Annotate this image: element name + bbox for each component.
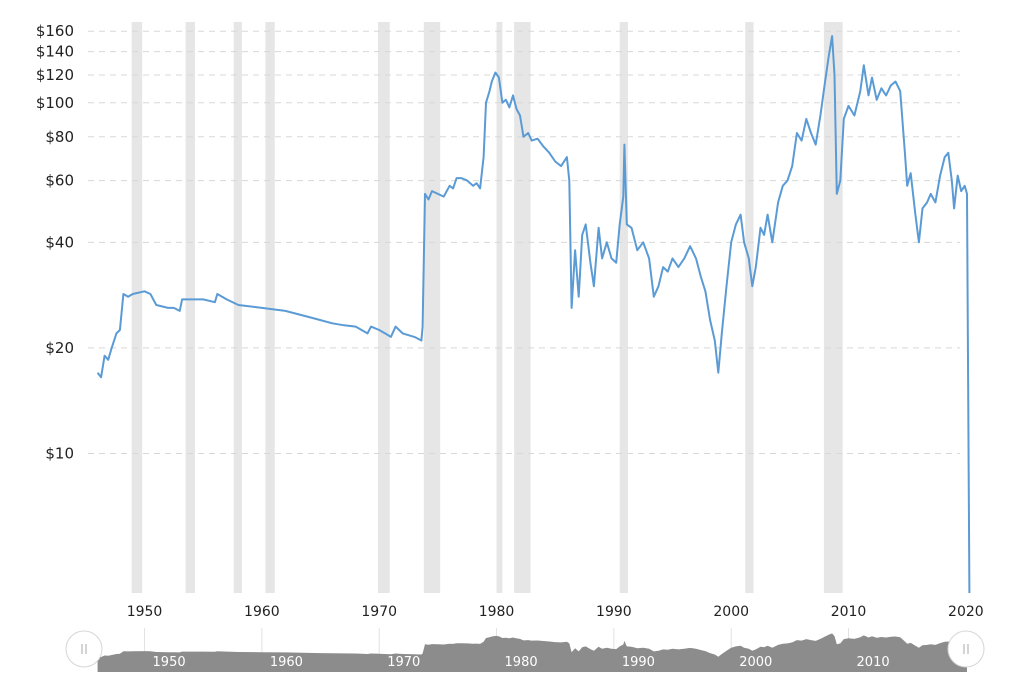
x-axis-ticks: 1950 1960 1970 1980 1990 2000 2010 2020	[127, 604, 984, 620]
y-tick-label: $20	[45, 339, 74, 357]
y-tick-label: $120	[36, 66, 74, 84]
x-tick-label: 1960	[244, 604, 280, 620]
recession-band	[378, 22, 390, 593]
y-tick-label: $80	[45, 128, 74, 146]
recession-band	[745, 22, 754, 593]
navigator-tick-label: 1990	[622, 655, 655, 670]
y-tick-label: $10	[45, 444, 74, 462]
navigator-tick-label: 1980	[505, 655, 538, 670]
price-series-line	[96, 35, 971, 594]
recession-bands	[131, 22, 843, 593]
navigator-right-handle[interactable]	[947, 630, 985, 668]
recession-band	[823, 22, 843, 593]
navigator-series-area	[97, 633, 968, 672]
navigator-tick-label: 2000	[739, 655, 772, 670]
y-tick-label: $140	[36, 43, 74, 61]
recession-band	[423, 22, 441, 593]
right-handle-circle[interactable]	[947, 630, 985, 668]
y-tick-label: $40	[45, 233, 74, 251]
range-navigator[interactable]: 1950 1960 1970 1980 1990 2000 2010	[65, 628, 985, 672]
x-tick-label: 2020	[948, 604, 984, 620]
navigator-tick-label: 1950	[153, 655, 186, 670]
x-tick-label: 1980	[479, 604, 515, 620]
y-tick-label: $100	[36, 94, 74, 112]
navigator-left-handle[interactable]	[65, 630, 103, 668]
y-axis-ticks: $160 $140 $120 $100 $80 $60 $40 $20 $10	[36, 22, 74, 462]
y-tick-label: $60	[45, 172, 74, 190]
recession-band	[619, 22, 628, 593]
x-tick-label: 1970	[361, 604, 397, 620]
navigator-tick-label: 2010	[857, 655, 890, 670]
recession-band	[233, 22, 242, 593]
navigator-tick-label: 1970	[387, 655, 420, 670]
recession-band	[514, 22, 531, 593]
x-tick-label: 2010	[831, 604, 867, 620]
navigator-tick-label: 1960	[270, 655, 303, 670]
x-tick-label: 2000	[713, 604, 749, 620]
recession-band	[185, 22, 195, 593]
y-tick-label: $160	[36, 22, 74, 40]
recession-band	[265, 22, 275, 593]
recession-band	[131, 22, 143, 593]
gridlines	[88, 30, 960, 454]
left-handle-circle[interactable]	[65, 630, 103, 668]
navigator-ticks: 1950 1960 1970 1980 1990 2000 2010	[153, 655, 890, 670]
x-tick-label: 1950	[127, 604, 163, 620]
x-tick-label: 1990	[596, 604, 632, 620]
recession-band	[496, 22, 503, 593]
